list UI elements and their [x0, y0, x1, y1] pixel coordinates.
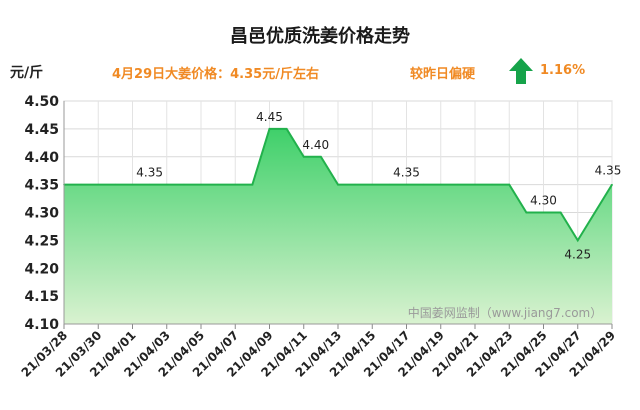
data-point [559, 211, 562, 214]
y-tick-label: 4.30 [24, 206, 59, 222]
y-tick-label: 4.45 [24, 122, 59, 138]
y-tick-label: 4.40 [24, 150, 59, 166]
data-point [131, 183, 134, 186]
data-label: 4.40 [302, 138, 329, 152]
data-point [422, 183, 425, 186]
data-point [542, 211, 545, 214]
data-point [611, 183, 613, 186]
data-point [217, 183, 219, 186]
data-point [525, 211, 528, 214]
data-point [165, 183, 168, 186]
data-point [371, 183, 374, 186]
data-point [234, 183, 237, 186]
data-point [200, 183, 202, 186]
watermark-text: 中国姜网监制（www.jiang7.com） [408, 305, 602, 320]
data-label: 4.35 [136, 166, 163, 180]
data-point [114, 183, 117, 186]
data-point [388, 183, 391, 186]
data-point [268, 128, 271, 130]
data-point [320, 155, 322, 158]
y-unit-label: 元/斤 [10, 65, 44, 81]
up-arrow-icon [509, 58, 533, 84]
data-point [148, 183, 151, 186]
data-point [251, 183, 254, 186]
data-point [508, 183, 511, 186]
data-label: 4.25 [564, 247, 591, 261]
data-point [183, 183, 185, 186]
data-point [491, 183, 493, 186]
data-point [405, 183, 408, 186]
data-point [337, 183, 339, 186]
data-point [439, 183, 442, 186]
data-label: 4.35 [393, 166, 420, 180]
data-label: 4.45 [256, 110, 283, 124]
data-label: 4.35 [595, 164, 622, 178]
data-point [474, 183, 476, 186]
compare-text: 较昨日偏硬 [410, 67, 476, 82]
data-point [80, 183, 82, 186]
data-point [576, 239, 579, 242]
data-point [302, 155, 305, 158]
price-summary: 4月29日大姜价格：4.35元/斤左右 [112, 67, 319, 82]
y-tick-label: 4.25 [24, 233, 59, 249]
chart-title: 昌邑优质洗姜价格走势 [230, 26, 410, 47]
data-point [354, 183, 356, 186]
y-tick-label: 4.10 [24, 317, 59, 333]
y-tick-label: 4.50 [24, 94, 59, 110]
y-tick-label: 4.35 [24, 178, 59, 194]
data-point [594, 211, 596, 214]
y-tick-label: 4.20 [24, 261, 59, 277]
data-point [97, 183, 100, 186]
y-tick-label: 4.15 [24, 289, 59, 305]
data-point [285, 128, 288, 130]
area-fill [64, 128, 612, 324]
data-label: 4.30 [530, 194, 557, 208]
data-point [457, 183, 459, 186]
change-percent: 1.16% [540, 63, 586, 78]
